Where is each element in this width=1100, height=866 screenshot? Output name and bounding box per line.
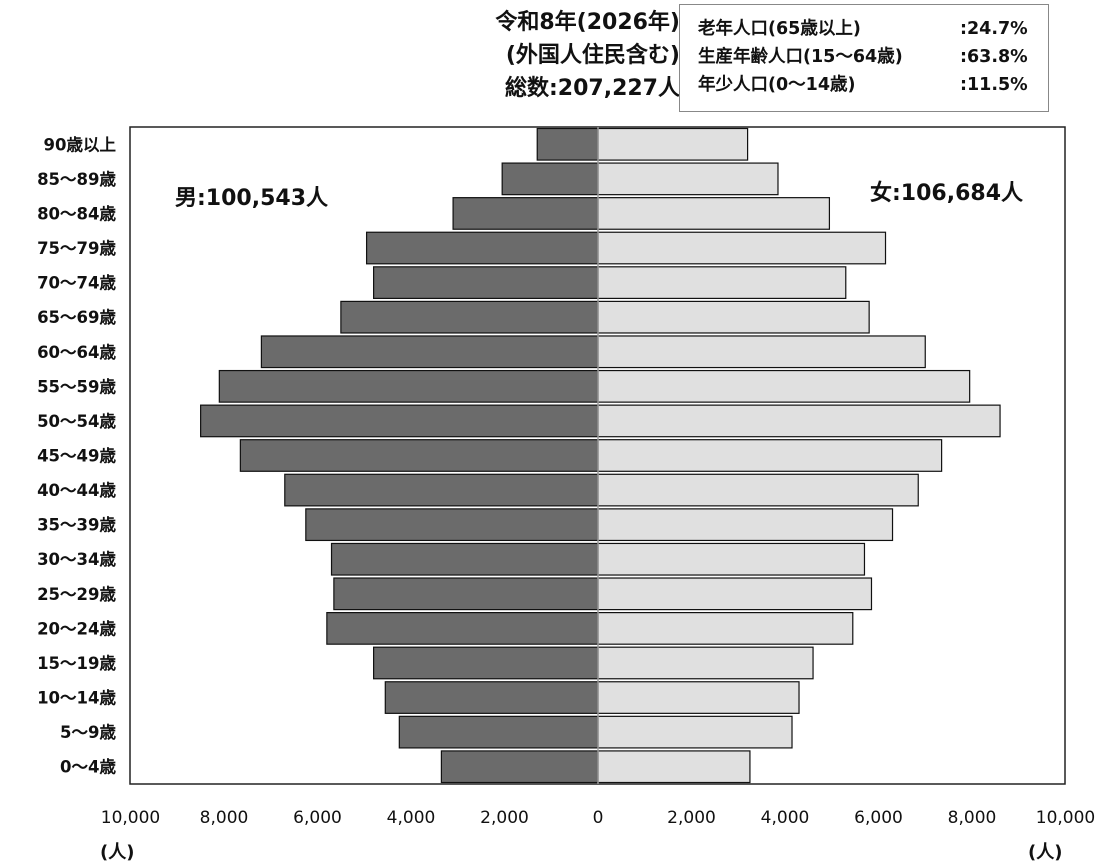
bar-male: [218, 369, 599, 403]
age-group-label: 35〜39歳: [37, 515, 116, 535]
bar-female: [597, 681, 800, 714]
x-tick-label: 0: [593, 808, 604, 828]
x-tick-label: 10,000: [1036, 808, 1095, 828]
bar-male: [200, 404, 599, 438]
age-group-label: 10〜14歳: [37, 688, 116, 708]
stat-label: 生産年齢人口(15〜64歳): [698, 47, 903, 67]
x-tick-label: 10,000: [101, 808, 160, 828]
age-group-label: 45〜49歳: [37, 446, 116, 466]
x-tick-label: 2,000: [667, 808, 716, 828]
title-year: 令和8年(2026年): [495, 10, 680, 35]
stat-row-working-age: 生産年齢人口(15〜64歳) :63.8%: [698, 43, 1048, 71]
bar-female: [597, 473, 919, 507]
title-total: 総数:207,227人: [504, 76, 680, 101]
x-unit-left: (人): [100, 842, 135, 863]
bar-female: [597, 197, 831, 230]
female-total-label: 女:106,684人: [870, 181, 1024, 206]
bar-female: [597, 612, 854, 645]
age-group-label: 80〜84歳: [37, 203, 116, 223]
bar-female: [597, 266, 847, 299]
x-tick-label: 6,000: [854, 808, 903, 828]
bar-female: [597, 231, 887, 265]
female-bars: [597, 127, 1001, 784]
x-tick-label: 6,000: [293, 808, 342, 828]
stat-value: :63.8%: [960, 47, 1028, 67]
age-group-label: 70〜74歳: [37, 273, 116, 293]
bar-female: [597, 127, 749, 161]
bar-female: [597, 750, 751, 784]
age-group-label: 65〜69歳: [37, 307, 116, 327]
x-tick-label: 4,000: [761, 808, 810, 828]
age-group-label: 55〜59歳: [37, 376, 116, 396]
bar-male: [330, 542, 599, 576]
bar-male: [305, 508, 599, 542]
bar-male: [326, 612, 599, 645]
title-note: (外国人住民含む): [505, 43, 680, 68]
chart-title: 令和8年(2026年) (外国人住民含む) 総数:207,227人: [370, 6, 680, 105]
stat-value: :24.7%: [960, 19, 1028, 39]
bar-male: [340, 300, 599, 334]
bar-male: [239, 439, 599, 472]
bar-female: [597, 715, 793, 749]
age-group-label: 50〜54歳: [37, 411, 116, 431]
bar-female: [597, 335, 926, 369]
age-group-labels: 90歳以上 85〜89歳 80〜84歳 75〜79歳 70〜74歳 65〜69歳 60〜64…: [37, 134, 116, 776]
bar-male: [260, 335, 599, 369]
bar-male: [536, 127, 599, 161]
stat-value: :11.5%: [960, 75, 1028, 95]
bar-female: [597, 404, 1001, 438]
bar-female: [597, 439, 943, 472]
male-bars: [200, 127, 599, 784]
bar-female: [597, 162, 779, 196]
bar-male: [398, 715, 599, 749]
age-group-label: 85〜89歳: [37, 169, 116, 189]
age-group-label: 40〜44歳: [37, 480, 116, 500]
bar-male: [440, 750, 599, 784]
x-tick-label: 2,000: [480, 808, 529, 828]
age-group-label: 60〜64歳: [37, 342, 116, 362]
x-axis-tick-labels: 10,000 8,000 6,000 4,000 2,000 0 2,000 4,000 6,0…: [101, 808, 1095, 828]
x-tick-label: 8,000: [948, 808, 997, 828]
age-group-label: 75〜79歳: [37, 238, 116, 258]
male-total-label: 男:100,543人: [175, 186, 329, 211]
bar-male: [373, 266, 599, 299]
bar-male: [384, 681, 599, 714]
x-unit-right: (人): [1028, 842, 1063, 863]
age-group-label: 0〜4歳: [60, 757, 116, 777]
bar-male: [452, 197, 599, 230]
bar-female: [597, 542, 866, 576]
age-group-label: 20〜24歳: [37, 618, 116, 638]
bar-female: [597, 577, 873, 611]
age-group-label: 15〜19歳: [37, 653, 116, 673]
bar-male: [373, 646, 599, 680]
bar-male: [501, 162, 599, 196]
bar-female: [597, 508, 894, 542]
x-tick-label: 4,000: [387, 808, 436, 828]
age-group-label: 90歳以上: [44, 134, 116, 154]
population-ratio-box: 老年人口(65歳以上) :24.7% 生産年齢人口(15〜64歳) :63.8%…: [679, 4, 1049, 112]
age-group-label: 25〜29歳: [37, 584, 116, 604]
stat-row-elderly: 老年人口(65歳以上) :24.7%: [698, 15, 1048, 43]
age-group-label: 30〜34歳: [37, 549, 116, 569]
bar-male: [333, 577, 599, 611]
bar-female: [597, 369, 971, 403]
age-group-label: 5〜9歳: [60, 722, 116, 742]
bar-female: [597, 300, 870, 334]
x-tick-label: 8,000: [200, 808, 249, 828]
bar-male: [365, 231, 599, 265]
stat-label: 老年人口(65歳以上): [698, 19, 861, 39]
stat-row-youth: 年少人口(0〜14歳) :11.5%: [698, 71, 1048, 99]
stat-label: 年少人口(0〜14歳): [698, 75, 856, 95]
bar-male: [284, 473, 599, 507]
bar-female: [597, 646, 814, 680]
